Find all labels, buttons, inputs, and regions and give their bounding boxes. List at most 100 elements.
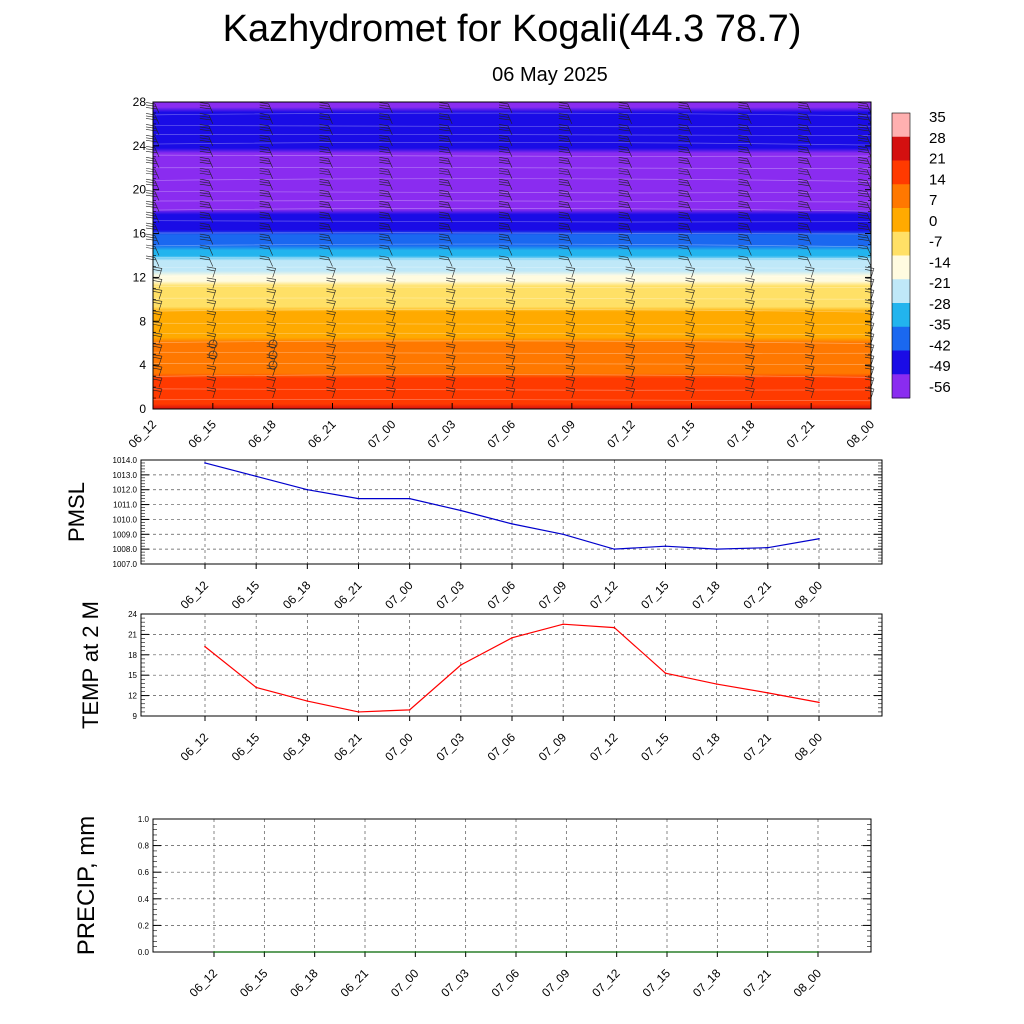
pmsl-point <box>357 497 360 500</box>
colorbar-label: 0 <box>929 213 937 230</box>
colorbar-segment <box>892 303 910 328</box>
y-tick-label: 8 <box>139 314 146 328</box>
x-tick-label: 07_00 <box>388 966 422 1000</box>
pmsl-point <box>408 497 411 500</box>
y-tick-label: 15 <box>128 671 137 680</box>
x-tick-label: 07_18 <box>689 730 723 764</box>
pmsl-point <box>562 533 564 536</box>
temp2m-point <box>204 645 206 648</box>
y-tick-label: 1.0 <box>138 815 150 824</box>
colorbar-label: 28 <box>929 130 946 147</box>
contour-line <box>152 141 872 146</box>
colorbar-label: -35 <box>929 317 951 334</box>
pmsl-point <box>306 488 309 491</box>
x-tick-label: 06_21 <box>305 417 339 451</box>
y-tick-label: 16 <box>133 227 147 241</box>
plot-frame <box>152 818 872 953</box>
y-tick-label: 1008.0 <box>113 545 138 554</box>
contour-line <box>152 297 872 300</box>
pmsl-point <box>255 475 257 478</box>
x-tick-label: 06_18 <box>245 417 279 451</box>
y-tick-label: 18 <box>128 651 137 660</box>
colorbar-label: -21 <box>929 275 951 292</box>
y-tick-label: 1013.0 <box>113 471 138 480</box>
y-tick-label: 1007.0 <box>113 560 138 569</box>
precip-point <box>817 951 819 953</box>
colorbar-label: 14 <box>929 171 946 188</box>
temp2m-point <box>255 686 257 689</box>
contour-line <box>152 208 872 212</box>
pmsl-point <box>460 509 462 512</box>
colorbar-segment <box>892 374 910 399</box>
temp2m-point <box>460 664 462 666</box>
y-tick-label: 1012.0 <box>113 486 138 495</box>
y-tick-label: 0 <box>139 402 146 416</box>
page-title: Kazhydromet for Kogali(44.3 78.7) <box>222 8 802 50</box>
pmsl-point <box>818 537 820 540</box>
temp2m-point <box>715 683 718 685</box>
y-tick-label: 4 <box>139 358 146 372</box>
y-tick-label: 0.4 <box>138 895 150 904</box>
colorbar-segment <box>892 184 910 209</box>
x-tick-label: 07_18 <box>690 966 724 1000</box>
x-tick-label: 07_18 <box>724 417 758 451</box>
precip-point <box>716 951 719 953</box>
x-tick-label: 06_12 <box>178 578 212 612</box>
y-tick-label: 1009.0 <box>113 530 138 539</box>
temp2m-point <box>664 672 667 674</box>
x-tick-label: 07_03 <box>433 578 467 612</box>
x-tick-label: 07_03 <box>433 730 467 764</box>
x-tick-label: 07_15 <box>638 578 672 612</box>
colorbar-segment <box>892 113 910 138</box>
x-tick-label: 06_18 <box>287 966 321 1000</box>
temp2m-point <box>357 711 360 713</box>
y-tick-label: 1011.0 <box>113 501 137 510</box>
x-tick-label: 07_15 <box>638 730 672 764</box>
x-tick-label: 07_15 <box>664 417 698 451</box>
x-tick-label: 07_06 <box>485 417 519 451</box>
y-tick-label: 0.0 <box>138 948 150 957</box>
x-tick-label: 07_06 <box>485 578 519 612</box>
y-tick-label: 12 <box>133 270 147 284</box>
wind-barbs <box>145 102 875 399</box>
precip-point <box>364 951 366 953</box>
temp2m-point <box>767 692 769 694</box>
x-tick-label: 07_09 <box>536 730 570 764</box>
x-tick-label: 08_00 <box>792 578 826 612</box>
contour-line <box>152 388 872 391</box>
y-tick-label: 0.2 <box>138 921 150 930</box>
x-tick-label: 07_12 <box>589 966 623 1000</box>
plot-frame <box>140 613 883 717</box>
pmsl-point <box>204 462 206 464</box>
x-tick-label: 07_12 <box>604 417 638 451</box>
calm-wind-marker <box>268 339 278 349</box>
x-tick-label: 06_15 <box>237 966 271 1000</box>
y-tick-label: 0.8 <box>138 842 150 851</box>
colorbar-label: 21 <box>929 151 946 168</box>
y-tick-label: 24 <box>128 610 137 619</box>
colorbar-label: -28 <box>929 296 951 313</box>
cross-section-panel: 0 4 8 12 16 20 24 28 06_12 06_15 06_18 06_21 07_00 07… <box>126 95 878 451</box>
temp2m-point <box>818 701 820 704</box>
x-tick-label: 07_03 <box>425 417 459 451</box>
contour-line <box>152 191 872 194</box>
x-tick-label: 06_12 <box>187 966 221 1000</box>
pmsl-point <box>664 545 667 547</box>
contour-line <box>152 332 872 335</box>
contour-line <box>152 125 872 128</box>
x-tick-label: 07_09 <box>539 966 573 1000</box>
precip-point <box>213 951 215 953</box>
x-tick-label: 07_09 <box>544 417 578 451</box>
x-tick-label: 07_12 <box>587 730 621 764</box>
y-tick-label: 1014.0 <box>113 456 138 465</box>
x-tick-label: 06_12 <box>126 417 160 451</box>
y-tick-label: 28 <box>133 95 147 109</box>
x-tick-label: 07_06 <box>485 730 519 764</box>
contour-line <box>152 340 872 345</box>
colorbar-segment <box>892 231 910 256</box>
x-tick-label: 06_21 <box>331 578 365 612</box>
y-tick-label: 24 <box>133 139 147 153</box>
contour-line <box>152 274 872 278</box>
x-tick-label: 07_15 <box>640 966 674 1000</box>
